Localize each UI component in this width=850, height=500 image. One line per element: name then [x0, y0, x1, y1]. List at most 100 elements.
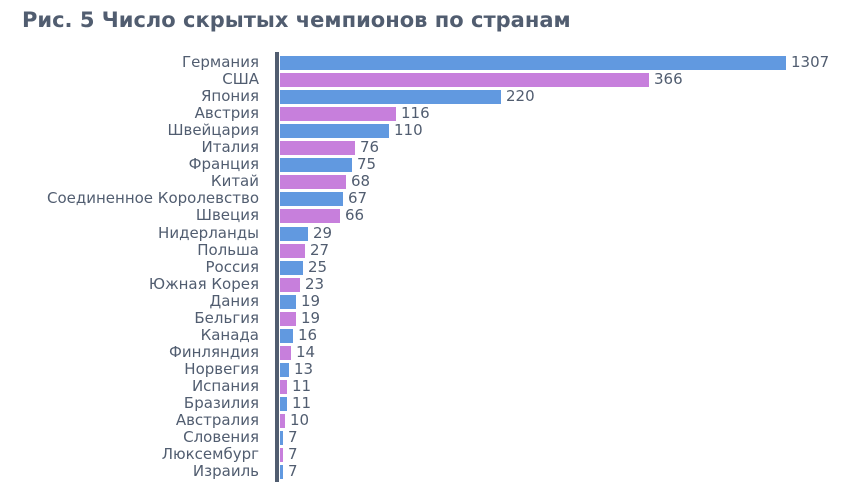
category-label: Дания [209, 291, 260, 310]
category-label: Канада [200, 325, 259, 344]
category-label: Польша [197, 240, 259, 259]
bar-row: Дания 19 [0, 291, 850, 310]
category-label: Швейцария [167, 121, 259, 140]
bar-row: Австралия 10 [0, 412, 850, 429]
bar [280, 465, 283, 480]
bar [280, 431, 283, 446]
value-label: 220 [506, 87, 535, 106]
bar [280, 209, 340, 224]
category-label: Соединенное Королевство [46, 189, 259, 208]
bar-row: Италия 76 [0, 139, 850, 156]
category-label: Испания [191, 376, 259, 395]
chart-title: Рис. 5 Число скрытых чемпионов по страна… [22, 8, 571, 32]
bar-row: Норвегия 13 [0, 359, 850, 378]
category-label: Финляндия [168, 342, 259, 361]
bar [280, 158, 352, 173]
bar [280, 141, 355, 156]
bar [280, 192, 343, 207]
value-label: 23 [305, 274, 325, 293]
bar [280, 277, 300, 292]
bar-row: Бельгия 19 [0, 308, 850, 327]
bar [280, 448, 283, 463]
value-label: 66 [345, 206, 365, 225]
value-label: 14 [296, 342, 316, 361]
value-label: 27 [310, 240, 330, 259]
category-label: Швеция [195, 206, 259, 225]
bar [280, 362, 289, 377]
category-label: Израиль [192, 462, 259, 481]
category-label: Австрия [194, 104, 259, 123]
bar [280, 107, 396, 122]
value-label: 13 [294, 359, 314, 378]
bar [280, 260, 303, 275]
category-label: Люксембург [161, 445, 259, 464]
bar [280, 124, 389, 139]
bar-chart: Германия 1307 США 366 Япония 220 Австрия 116 Шве… [0, 52, 850, 482]
bar-row: Нидерланды 29 [0, 223, 850, 242]
value-label: 29 [313, 223, 333, 242]
bar-row: Польша 27 [0, 240, 850, 259]
value-label: 11 [292, 394, 312, 412]
category-label: Италия [201, 138, 259, 157]
bar-row: Финляндия 14 [0, 342, 850, 361]
y-axis-line [275, 52, 279, 482]
bar [280, 379, 287, 394]
category-label: Франция [188, 155, 259, 174]
bar-row: Израиль 7 [0, 463, 850, 480]
bar-row: Китай 68 [0, 173, 850, 190]
bar-row: Испания 11 [0, 376, 850, 395]
bar-row: Люксембург 7 [0, 446, 850, 463]
value-label: 7 [288, 462, 298, 481]
category-label: Бразилия [183, 394, 259, 412]
value-label: 68 [351, 172, 371, 191]
value-label: 1307 [791, 53, 830, 71]
value-label: 19 [301, 308, 321, 327]
bar-row: Канада 16 [0, 325, 850, 344]
value-label: 7 [288, 445, 298, 464]
bar [280, 397, 287, 411]
value-label: 116 [401, 104, 430, 123]
bar [280, 175, 346, 190]
value-label: 11 [292, 376, 312, 395]
bar [280, 294, 296, 309]
category-label: Австралия [175, 411, 259, 430]
value-label: 76 [360, 138, 380, 157]
bar-row: Словения 7 [0, 429, 850, 446]
bar-row: Швеция 66 [0, 207, 850, 224]
category-label: Россия [205, 257, 260, 276]
bar [280, 226, 308, 241]
value-label: 16 [298, 325, 318, 344]
value-label: 25 [308, 257, 328, 276]
category-label: Бельгия [194, 308, 259, 327]
bar [280, 311, 296, 326]
value-label: 19 [301, 291, 321, 310]
bar [280, 414, 285, 429]
category-label: Южная Корея [148, 274, 259, 293]
category-label: Норвегия [184, 359, 259, 378]
bar [280, 328, 293, 343]
bar-row: Россия 25 [0, 257, 850, 276]
category-label: Китай [210, 172, 259, 191]
category-label: Словения [183, 428, 259, 447]
bar-row: США 366 [0, 71, 850, 88]
value-label: 10 [290, 411, 310, 430]
category-label: Германия [182, 53, 259, 71]
bar-row: Франция 75 [0, 156, 850, 173]
bar [280, 345, 291, 360]
bar [280, 73, 649, 88]
bar-row: Южная Корея 23 [0, 274, 850, 293]
bar [280, 56, 786, 70]
bar-row: Германия 1307 [0, 54, 850, 71]
category-label: Япония [201, 87, 259, 106]
category-label: Нидерланды [158, 223, 259, 242]
value-label: 110 [394, 121, 423, 140]
bar-row: Австрия 116 [0, 105, 850, 122]
bar-row: Швейцария 110 [0, 122, 850, 139]
value-label: 7 [288, 428, 298, 447]
value-label: 366 [654, 70, 683, 89]
value-label: 67 [348, 189, 368, 208]
bar-row: Япония 220 [0, 88, 850, 105]
value-label: 75 [357, 155, 377, 174]
bar [280, 90, 501, 105]
category-label: США [222, 70, 259, 89]
